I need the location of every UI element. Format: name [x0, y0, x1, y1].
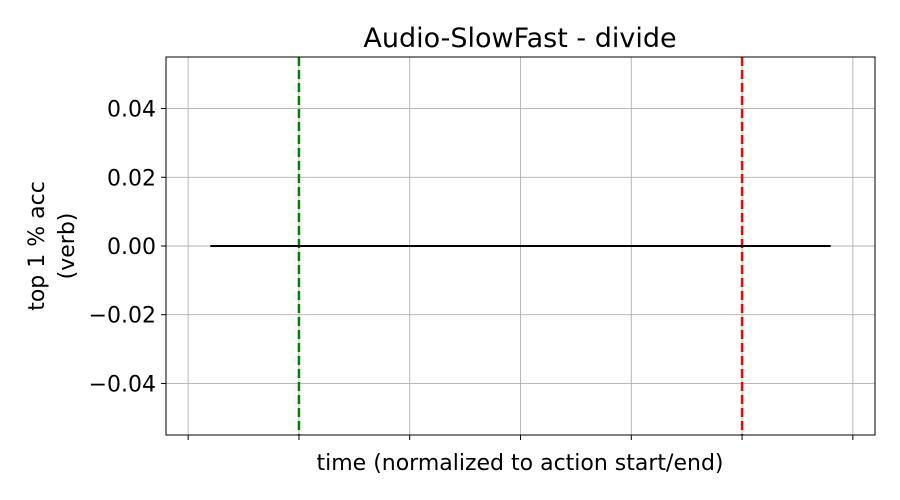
y-axis-label-line-2: (verb)	[55, 213, 80, 280]
y-axis-label: top 1 % acc (verb)	[25, 181, 80, 311]
y-axis-label-line-1: top 1 % acc	[25, 181, 50, 311]
y-tick-label: 0.00	[107, 235, 156, 260]
y-tick-label: −0.04	[89, 372, 156, 397]
y-tick-label: 0.04	[107, 98, 156, 123]
y-tick-label: 0.02	[107, 166, 156, 191]
y-tick-label: −0.02	[89, 304, 156, 329]
chart-title: Audio-SlowFast - divide	[363, 23, 676, 54]
axis-ticks: −0.04 −0.02 0.00 0.02 0.04	[89, 98, 854, 440]
x-axis-label: time (normalized to action start/end)	[317, 451, 724, 476]
